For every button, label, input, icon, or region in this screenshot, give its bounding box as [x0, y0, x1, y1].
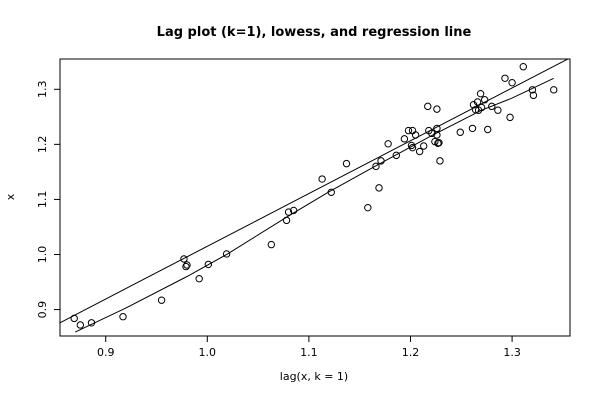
data-point: [404, 126, 413, 135]
data-point: [183, 261, 191, 269]
data-point: [433, 131, 441, 139]
data-point: [528, 86, 537, 94]
data-point: [157, 296, 166, 304]
x-axis: 0.9 1.0 1.1 1.2 1.3: [97, 336, 521, 359]
data-point: [284, 208, 293, 216]
data-point: [375, 184, 383, 192]
data-point: [327, 188, 335, 196]
x-axis-label: lag(x, k = 1): [280, 370, 348, 383]
data-point: [488, 102, 496, 111]
data-point: [384, 140, 392, 148]
data-point: [506, 113, 514, 122]
fit-lines: [60, 59, 569, 333]
data-point: [87, 319, 96, 327]
data-point: [408, 143, 417, 152]
data-point: [519, 63, 527, 71]
data-point: [318, 175, 326, 183]
data-point: [476, 89, 485, 98]
y-axis: 0.9 1.0 1.1 1.2 1.3: [36, 81, 60, 319]
data-point: [377, 157, 385, 165]
data-point: [477, 103, 486, 112]
data-point: [484, 125, 492, 134]
data-point: [204, 260, 213, 269]
y-tick-label: 1.2: [36, 136, 49, 154]
data-point: [70, 314, 78, 323]
data-point: [494, 106, 502, 114]
data-point: [480, 96, 489, 104]
x-tick-label: 1.2: [402, 346, 420, 359]
data-point: [529, 91, 538, 100]
data-point: [182, 262, 190, 271]
x-tick-label: 1.0: [199, 346, 217, 359]
data-point: [415, 147, 424, 156]
data-point: [436, 157, 444, 165]
y-axis-label: x: [4, 193, 17, 200]
data-point: [180, 255, 188, 263]
data-point: [456, 128, 464, 136]
data-point: [473, 98, 482, 106]
y-tick-label: 1.0: [36, 246, 49, 263]
data-point: [222, 250, 231, 258]
data-point: [433, 105, 441, 113]
data-points: [70, 63, 558, 329]
data-point: [392, 151, 400, 160]
y-tick-label: 0.9: [36, 301, 49, 319]
chart-title: Lag plot (k=1), lowess, and regression l…: [157, 25, 472, 40]
data-point: [267, 240, 276, 249]
data-point: [435, 139, 443, 147]
x-tick-label: 0.9: [97, 346, 115, 359]
data-point: [411, 131, 420, 139]
data-point: [342, 159, 351, 168]
regression-line: [60, 59, 569, 324]
data-point: [282, 216, 291, 225]
data-point: [501, 74, 509, 82]
data-point: [400, 135, 409, 143]
plot-frame: [59, 58, 571, 337]
data-point: [364, 203, 372, 212]
data-point: [372, 162, 380, 171]
y-tick-label: 1.3: [36, 81, 49, 99]
data-point: [195, 275, 203, 283]
data-point: [289, 206, 298, 215]
data-point: [76, 321, 85, 329]
data-point: [428, 129, 436, 138]
x-tick-label: 1.3: [503, 346, 521, 359]
data-point: [420, 142, 428, 150]
y-tick-label: 1.1: [36, 191, 49, 209]
x-tick-label: 1.1: [300, 346, 318, 359]
data-point: [550, 86, 558, 94]
data-point: [424, 102, 432, 111]
data-point: [508, 78, 516, 87]
lowess-line: [74, 77, 554, 333]
data-point: [119, 313, 127, 321]
data-point: [468, 124, 477, 133]
